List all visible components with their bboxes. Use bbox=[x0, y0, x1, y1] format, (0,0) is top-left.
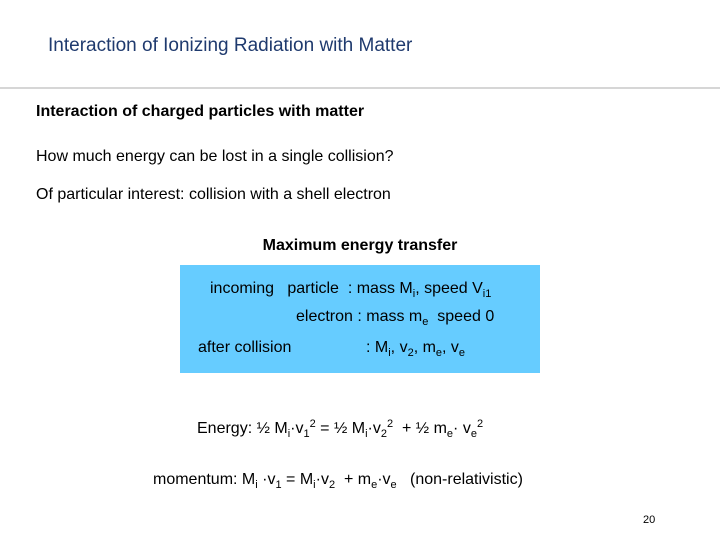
text-run: = M bbox=[282, 471, 314, 488]
subscript: e bbox=[447, 428, 453, 440]
text-run: ·v bbox=[290, 420, 303, 437]
subscript: 2 bbox=[408, 347, 414, 359]
after-collision-values: : Mi, v2, me, ve bbox=[366, 339, 465, 359]
info-box bbox=[180, 265, 540, 373]
subscript: i bbox=[313, 479, 315, 491]
text-run: incoming particle : mass M bbox=[210, 280, 413, 297]
text-run: Energy: ½ M bbox=[197, 420, 288, 437]
text-run: : M bbox=[366, 339, 388, 356]
text-run: , m bbox=[414, 339, 436, 356]
text-run: ·v bbox=[377, 471, 390, 488]
incoming-particle: incoming particle : mass Mi, speed Vi1 bbox=[210, 280, 491, 300]
subscript: e bbox=[459, 347, 465, 359]
text-run: electron : mass m bbox=[296, 308, 422, 325]
subscript: e bbox=[436, 347, 442, 359]
subscript: i bbox=[388, 347, 390, 359]
text-run: ·v bbox=[368, 420, 381, 437]
electron: electron : mass me speed 0 bbox=[296, 308, 494, 328]
subscript: e bbox=[391, 479, 397, 491]
text-run: , v bbox=[391, 339, 408, 356]
text-run: , v bbox=[442, 339, 459, 356]
subscript: i bbox=[255, 479, 257, 491]
subscript: 1 bbox=[303, 428, 309, 440]
subscript: e bbox=[422, 316, 428, 328]
text-run: ·v bbox=[316, 471, 329, 488]
text-run: ·v bbox=[258, 471, 276, 488]
text-run: after collision bbox=[198, 339, 291, 356]
subscript: i bbox=[413, 288, 415, 300]
slide-title: Interaction of Ionizing Radiation with M… bbox=[48, 35, 413, 56]
page-number: 20 bbox=[643, 514, 655, 526]
subscript: e bbox=[371, 479, 377, 491]
superscript: 2 bbox=[387, 418, 393, 430]
text-run: (non-relativistic) bbox=[397, 471, 523, 488]
after-collision-label: after collision bbox=[198, 339, 291, 356]
text-run: + m bbox=[335, 471, 371, 488]
text-run: · v bbox=[453, 420, 471, 437]
momentum-equation: momentum: Mi ·v1 = Mi·v2 + me·ve (non-re… bbox=[153, 471, 523, 491]
subscript: i1 bbox=[483, 288, 492, 300]
energy-equation: Energy: ½ Mi·v12 = ½ Mi·v22 + ½ me· ve2 bbox=[197, 418, 483, 440]
subscript: 2 bbox=[381, 428, 387, 440]
interest: Of particular interest: collision with a… bbox=[36, 186, 391, 203]
text-run: momentum: M bbox=[153, 471, 255, 488]
question: How much energy can be lost in a single … bbox=[36, 148, 394, 165]
text-run: , speed V bbox=[415, 280, 483, 297]
superscript: 2 bbox=[310, 418, 316, 430]
subscript: e bbox=[471, 428, 477, 440]
superscript: 2 bbox=[477, 418, 483, 430]
text-run: speed 0 bbox=[428, 308, 494, 325]
heading: Interaction of charged particles with ma… bbox=[36, 103, 364, 120]
text-run: = ½ M bbox=[316, 420, 365, 437]
subscript: i bbox=[365, 428, 367, 440]
subscript: 1 bbox=[275, 479, 281, 491]
formulas: incoming particle : mass Mi, speed Vi1el… bbox=[153, 280, 523, 491]
subscript: 2 bbox=[329, 479, 335, 491]
box-title: Maximum energy transfer bbox=[263, 237, 458, 254]
subscript: i bbox=[288, 428, 290, 440]
text-run: + ½ m bbox=[393, 420, 447, 437]
